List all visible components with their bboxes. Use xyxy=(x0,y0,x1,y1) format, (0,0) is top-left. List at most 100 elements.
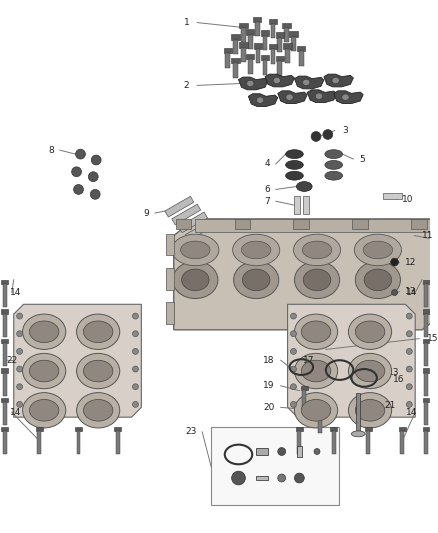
Bar xyxy=(277,38,282,52)
Circle shape xyxy=(406,349,412,354)
Circle shape xyxy=(290,313,297,319)
Circle shape xyxy=(133,313,138,319)
Polygon shape xyxy=(324,74,353,87)
Bar xyxy=(246,29,254,35)
Ellipse shape xyxy=(303,79,310,86)
Ellipse shape xyxy=(77,393,120,428)
Bar xyxy=(423,427,429,431)
Text: 10: 10 xyxy=(403,195,414,204)
Bar xyxy=(1,368,8,373)
Bar xyxy=(254,43,262,49)
Ellipse shape xyxy=(349,353,392,389)
Ellipse shape xyxy=(297,182,312,191)
Text: 23: 23 xyxy=(185,427,196,437)
Circle shape xyxy=(72,167,81,177)
Ellipse shape xyxy=(233,261,279,298)
Bar xyxy=(283,43,292,49)
Circle shape xyxy=(406,366,412,372)
Circle shape xyxy=(91,155,101,165)
Bar xyxy=(233,63,238,78)
Text: 13: 13 xyxy=(388,368,399,377)
Bar xyxy=(116,431,120,455)
Ellipse shape xyxy=(294,353,338,389)
Circle shape xyxy=(290,331,297,337)
Bar xyxy=(261,55,269,60)
Polygon shape xyxy=(239,77,268,90)
Ellipse shape xyxy=(351,431,365,437)
Ellipse shape xyxy=(294,393,338,428)
Bar xyxy=(269,44,277,50)
Circle shape xyxy=(133,384,138,390)
Circle shape xyxy=(76,149,85,159)
Circle shape xyxy=(133,331,138,337)
Bar xyxy=(165,196,194,217)
Text: 17: 17 xyxy=(303,356,314,365)
Bar xyxy=(332,431,336,455)
Circle shape xyxy=(232,471,245,485)
Ellipse shape xyxy=(247,80,254,87)
Ellipse shape xyxy=(301,400,331,421)
Bar xyxy=(233,39,238,54)
Bar xyxy=(231,34,240,39)
Bar xyxy=(299,52,304,66)
Polygon shape xyxy=(195,219,438,232)
Bar xyxy=(291,37,296,51)
Bar xyxy=(241,28,246,42)
Ellipse shape xyxy=(332,77,339,84)
Text: 4: 4 xyxy=(264,159,270,168)
Ellipse shape xyxy=(315,93,323,99)
Bar xyxy=(294,196,300,214)
Text: 19: 19 xyxy=(263,381,275,390)
Circle shape xyxy=(278,448,286,455)
Bar xyxy=(114,427,121,431)
Ellipse shape xyxy=(363,241,392,259)
Bar xyxy=(290,31,297,37)
Bar xyxy=(1,280,8,284)
Text: 6: 6 xyxy=(264,185,270,194)
Ellipse shape xyxy=(325,171,343,180)
Text: 12: 12 xyxy=(405,257,417,266)
Bar xyxy=(293,219,309,229)
Ellipse shape xyxy=(29,360,59,382)
Bar xyxy=(284,28,289,42)
Ellipse shape xyxy=(293,234,341,265)
Bar xyxy=(423,280,429,284)
Text: 8: 8 xyxy=(48,146,54,155)
Bar xyxy=(423,398,429,402)
Ellipse shape xyxy=(243,269,270,290)
Ellipse shape xyxy=(273,77,280,84)
Bar xyxy=(1,309,8,313)
Bar xyxy=(1,398,8,402)
Ellipse shape xyxy=(286,94,293,100)
Bar xyxy=(424,343,428,366)
Ellipse shape xyxy=(233,234,280,265)
Bar xyxy=(356,393,360,432)
Polygon shape xyxy=(174,219,438,330)
Bar xyxy=(176,219,191,229)
Bar xyxy=(36,427,42,431)
Bar xyxy=(423,309,429,313)
Ellipse shape xyxy=(29,321,59,343)
Bar xyxy=(223,48,232,53)
Polygon shape xyxy=(288,304,415,417)
Text: 2: 2 xyxy=(184,81,189,90)
Bar xyxy=(261,30,269,36)
Circle shape xyxy=(372,370,378,376)
Polygon shape xyxy=(265,74,294,87)
Circle shape xyxy=(17,313,23,319)
Circle shape xyxy=(17,349,23,354)
Ellipse shape xyxy=(355,261,400,298)
Circle shape xyxy=(290,349,297,354)
Ellipse shape xyxy=(349,314,392,350)
Ellipse shape xyxy=(364,269,392,290)
Bar xyxy=(246,54,254,59)
Text: 21: 21 xyxy=(385,401,396,410)
Bar xyxy=(3,343,7,366)
Text: 22: 22 xyxy=(6,356,17,365)
Circle shape xyxy=(74,184,83,195)
Bar xyxy=(263,60,267,75)
Bar xyxy=(317,406,323,410)
Ellipse shape xyxy=(342,94,349,100)
Bar xyxy=(172,204,201,225)
Circle shape xyxy=(290,384,297,390)
